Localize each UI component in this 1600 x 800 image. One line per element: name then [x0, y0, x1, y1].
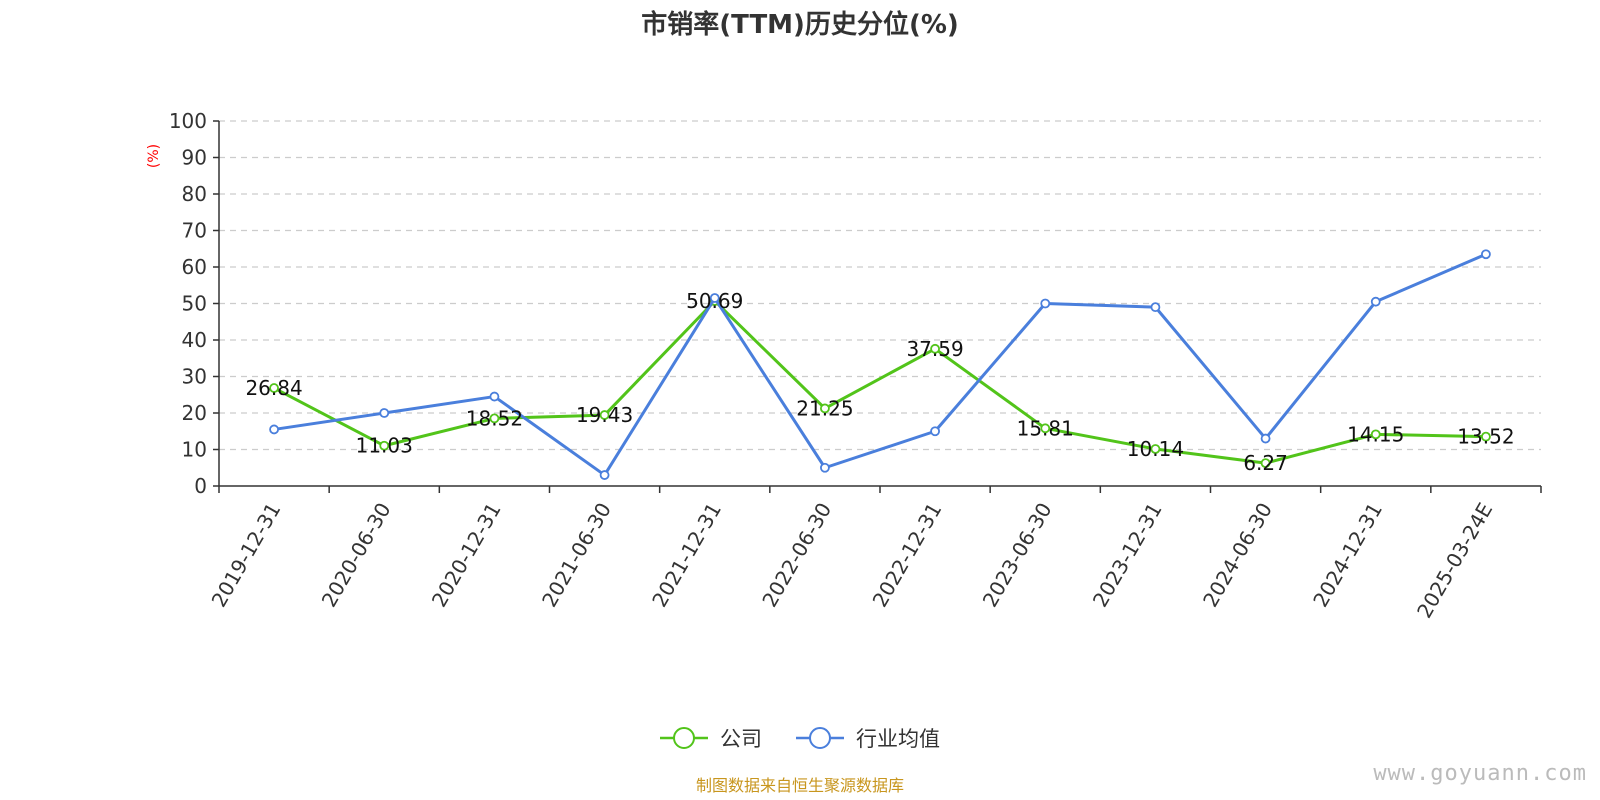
data-point: [599, 410, 610, 420]
data-point: [1481, 249, 1491, 260]
data-point: [379, 440, 390, 451]
data-point: [269, 383, 279, 393]
data-label: 37.59: [906, 337, 963, 361]
x-tick-label: 2023-06-30: [978, 499, 1057, 612]
grid-lines: [219, 120, 1541, 451]
data-label: 14.15: [1347, 422, 1404, 446]
data-point: [1040, 298, 1051, 309]
data-point: [1260, 433, 1271, 444]
watermark: www.goyuann.com: [1373, 761, 1587, 786]
data-point: [1370, 429, 1381, 440]
y-tick-label: 40: [182, 328, 207, 352]
y-tick-label: 70: [182, 219, 207, 243]
data-label: 19.43: [576, 403, 633, 427]
data-point: [1370, 296, 1381, 307]
y-tick-label: 30: [182, 365, 207, 389]
x-tick-label: 2020-06-30: [317, 499, 396, 612]
data-label: 15.81: [1017, 416, 1074, 440]
data-point: [1150, 302, 1161, 313]
series-line: [273, 299, 1486, 465]
x-axis-ticks: 2019-12-31 2020-06-30 2020-12-31 2021-06-30…: [207, 486, 1542, 623]
data-label: 18.52: [466, 406, 523, 430]
x-tick-label: 2019-12-31: [207, 499, 286, 612]
data-label: 11.03: [356, 434, 413, 458]
chart-title: 市销率(TTM)历史分位(%): [641, 9, 959, 40]
legend-label: 公司: [720, 727, 762, 751]
data-point: [599, 470, 610, 480]
data-point: [820, 403, 830, 414]
data-point: [1040, 423, 1051, 434]
data-label: 21.25: [796, 396, 853, 420]
x-tick-label: 2025-03-24E: [1412, 499, 1497, 623]
data-point: [1260, 458, 1271, 469]
x-tick-label: 2022-06-30: [757, 499, 836, 612]
y-axis-unit-label: (%): [146, 144, 162, 168]
y-tick-label: 10: [182, 438, 207, 462]
x-tick-label: 2023-12-31: [1088, 499, 1167, 612]
x-tick-label: 2024-06-30: [1198, 499, 1277, 612]
data-point: [820, 462, 830, 473]
x-tick-label: 2022-12-31: [868, 499, 947, 612]
y-tick-label: 80: [182, 182, 207, 206]
data-point: [379, 408, 390, 418]
x-tick-label: 2021-12-31: [647, 499, 726, 612]
data-label: 50.69: [686, 289, 743, 313]
legend-marker: [673, 727, 695, 749]
data-point: [489, 413, 500, 424]
data-point: [709, 293, 720, 303]
data-label: 6.27: [1243, 451, 1288, 475]
series-line: [273, 252, 1487, 477]
y-tick-label: 20: [182, 401, 207, 425]
y-tick-label: 0: [194, 474, 207, 498]
data-point: [1481, 431, 1491, 442]
y-axis-ticks: 0 10 20 30 40 50 60 70 80 90 100: [169, 109, 219, 498]
y-tick-label: 90: [182, 146, 207, 170]
data-label: 26.84: [245, 376, 302, 400]
legend-label: 行业均值: [856, 727, 940, 751]
y-tick-label: 100: [169, 109, 207, 133]
y-tick-label: 60: [182, 255, 207, 279]
data-point: [489, 391, 500, 402]
legend-marker: [809, 727, 831, 749]
data-point: [930, 343, 940, 354]
data-labels: 26.84 11.03 18.52 19.43 50.69 21.25 37.59 15.81…: [245, 289, 1514, 475]
data-label: 10.14: [1127, 437, 1184, 461]
source-note: 制图数据来自恒生聚源数据库: [696, 776, 904, 795]
legend: 公司 行业均值: [660, 727, 940, 751]
data-point: [930, 426, 940, 437]
series-layer: [269, 249, 1491, 480]
data-point: [269, 424, 279, 435]
y-tick-label: 50: [182, 292, 207, 316]
x-tick-label: 2020-12-31: [427, 499, 506, 612]
x-tick-label: 2024-12-31: [1308, 499, 1387, 612]
data-label: 13.52: [1457, 425, 1514, 449]
x-tick-label: 2021-06-30: [537, 499, 616, 612]
data-point: [1150, 444, 1161, 454]
